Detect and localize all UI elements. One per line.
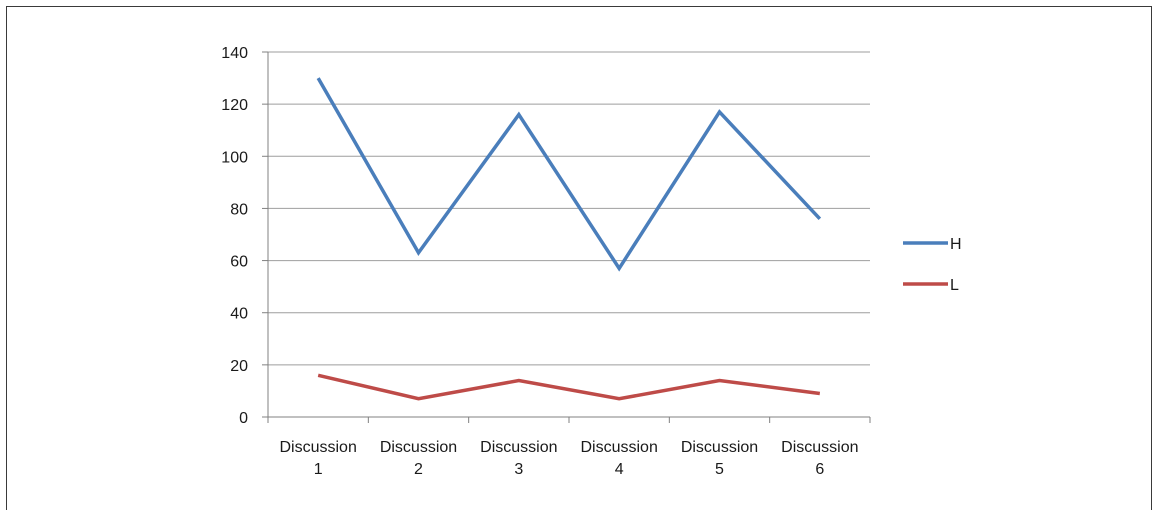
legend-label-h: H <box>950 236 962 253</box>
x-tick-label-line: Discussion <box>480 439 557 456</box>
y-tick-label: 140 <box>221 45 248 62</box>
x-tick-label: Discussion 6 <box>781 439 858 478</box>
x-tick-label: Discussion 5 <box>681 439 758 478</box>
y-tick-label: 0 <box>239 410 248 427</box>
y-tick-label: 20 <box>230 358 248 375</box>
series-lines <box>316 77 822 401</box>
y-tick-label: 80 <box>230 201 248 218</box>
x-tick-label-line: 3 <box>514 461 523 478</box>
x-tick-label-line: 2 <box>414 461 423 478</box>
legend: HL <box>903 236 962 294</box>
y-tick-label: 100 <box>221 149 248 166</box>
x-tick-label: Discussion 1 <box>279 439 356 478</box>
x-tick-label-line: 1 <box>314 461 323 478</box>
x-tick-label-line: 4 <box>615 461 624 478</box>
y-axis-ticks: 0 20 40 60 80 100 120 140 <box>221 45 268 427</box>
legend-label-l: L <box>950 277 959 294</box>
x-tick-label-line: Discussion <box>279 439 356 456</box>
x-tick-label-line: Discussion <box>781 439 858 456</box>
gridlines <box>268 51 870 366</box>
x-tick-label: Discussion 4 <box>580 439 657 478</box>
x-tick-label: Discussion 2 <box>380 439 457 478</box>
x-tick-label-line: Discussion <box>681 439 758 456</box>
x-tick-label: Discussion 3 <box>480 439 557 478</box>
x-tick-label-line: Discussion <box>380 439 457 456</box>
y-tick-label: 120 <box>221 97 248 114</box>
x-tick-label-line: Discussion <box>580 439 657 456</box>
series-line-h <box>316 77 822 272</box>
chart-frame <box>6 6 1152 510</box>
x-tick-label-line: 5 <box>715 461 724 478</box>
y-tick-label: 60 <box>230 254 248 271</box>
y-tick-label: 40 <box>230 306 248 323</box>
series-line-l <box>317 373 821 401</box>
axes <box>267 52 870 418</box>
x-tick-label-line: 6 <box>815 461 824 478</box>
